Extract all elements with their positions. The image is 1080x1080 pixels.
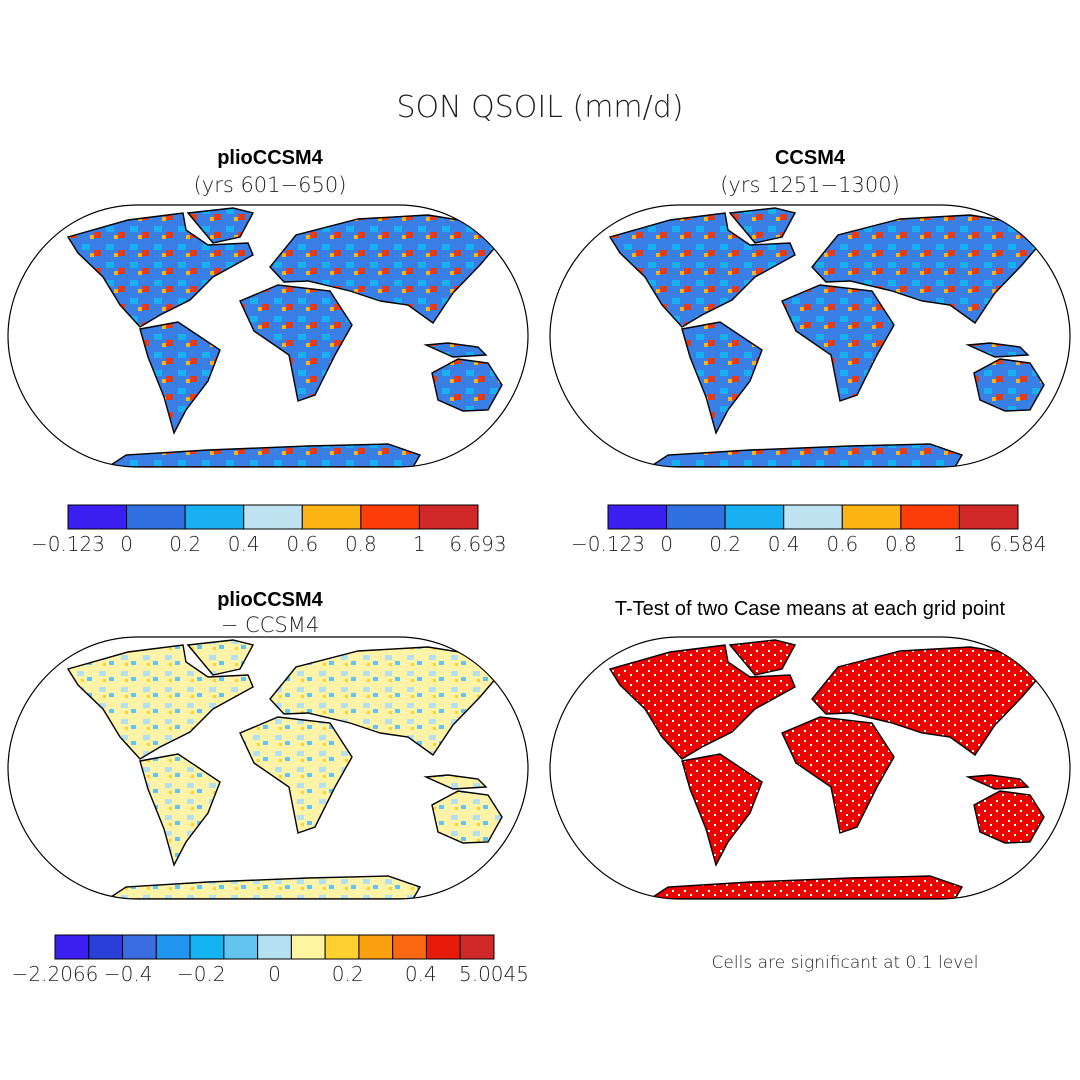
colorbar-label: 5.0045 <box>459 962 529 986</box>
colorbar-box <box>666 504 726 530</box>
map <box>7 204 529 468</box>
figure-title: SON QSOIL (mm/d) <box>396 90 683 125</box>
colorbar-box <box>783 504 843 530</box>
panel-title: CCSM4 <box>775 147 846 169</box>
colorbar-box <box>88 934 124 960</box>
colorbar-box <box>189 934 225 960</box>
colorbar-box <box>324 934 360 960</box>
colorbar-box <box>223 934 259 960</box>
colorbar-box <box>257 934 292 960</box>
colorbar-box <box>392 934 427 960</box>
colorbar-label: 6.584 <box>989 532 1046 556</box>
colorbar-box <box>301 504 362 530</box>
panel-note: Cells are significant at 0.1 level <box>712 953 979 973</box>
colorbar-box <box>184 504 245 530</box>
colorbar-label: 6.693 <box>449 532 506 556</box>
colorbar-label: 0.2 <box>709 532 741 556</box>
colorbar-label: 0 <box>660 532 673 556</box>
colorbar-label: −0.2 <box>177 962 226 986</box>
colorbar-box <box>724 504 785 530</box>
colorbar-box <box>358 934 394 960</box>
panel-subtitle: (yrs 1251−1300) <box>720 173 900 197</box>
colorbar-box <box>290 934 326 960</box>
colorbar-box <box>67 504 128 530</box>
colorbar-box <box>360 504 420 530</box>
colorbar-box <box>126 504 186 530</box>
colorbar-label: −2.2066 <box>12 962 99 986</box>
map <box>7 636 529 900</box>
panel-subtitle: (yrs 601−650) <box>194 173 347 197</box>
colorbar-label: 0.8 <box>345 532 377 556</box>
colorbar-box <box>425 934 461 960</box>
colorbar-box <box>122 934 157 960</box>
colorbar-label: 0.6 <box>826 532 858 556</box>
map <box>549 636 1071 900</box>
panel-title: plioCCSM4 <box>217 589 323 611</box>
colorbar-label: −0.123 <box>31 532 105 556</box>
colorbar-box <box>54 934 90 960</box>
colorbar-label: 0.2 <box>169 532 201 556</box>
colorbar-label: 0.2 <box>332 962 364 986</box>
colorbar-label: 0 <box>120 532 133 556</box>
colorbar-box <box>459 934 495 960</box>
colorbar-label: −0.123 <box>571 532 645 556</box>
colorbar-box <box>841 504 902 530</box>
map <box>549 204 1071 468</box>
colorbar-box <box>958 504 1019 530</box>
panel-title: plioCCSM4 <box>217 147 323 169</box>
panel-subtitle: − CCSM4 <box>221 613 319 637</box>
colorbar-label: 0.4 <box>228 532 260 556</box>
colorbar-label: 1 <box>953 532 966 556</box>
colorbar-box <box>418 504 479 530</box>
colorbar-label: 0.4 <box>768 532 800 556</box>
colorbar-label: 0.4 <box>405 962 437 986</box>
colorbar-label: 0 <box>268 962 281 986</box>
panel-title: T-Test of two Case means at each grid po… <box>615 598 1006 620</box>
colorbar-box <box>155 934 191 960</box>
colorbar-label: 0.8 <box>885 532 917 556</box>
colorbar-label: −0.4 <box>104 962 153 986</box>
colorbar-label: 0.6 <box>286 532 318 556</box>
colorbar-box <box>243 504 303 530</box>
colorbar-label: 1 <box>413 532 426 556</box>
colorbar-box <box>607 504 668 530</box>
colorbar-box <box>900 504 960 530</box>
